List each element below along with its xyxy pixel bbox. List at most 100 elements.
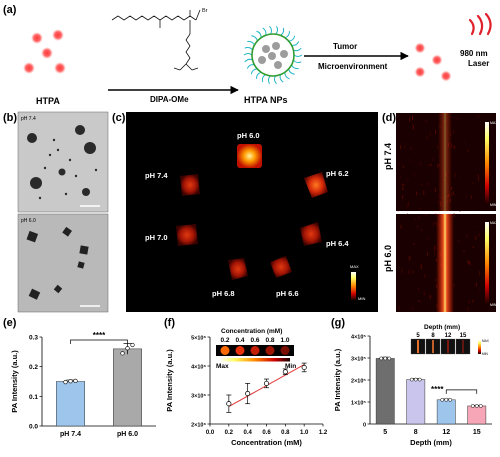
data-point <box>379 356 384 361</box>
depth-noise-speck <box>400 145 401 149</box>
depth-noise-speck <box>421 229 423 231</box>
depth-noise-speck <box>408 201 410 207</box>
depth-noise-speck <box>406 203 408 208</box>
x-tick-label: 0.6 <box>262 430 271 436</box>
depth-noise-speck <box>418 287 419 291</box>
micelle-ligand <box>244 46 253 51</box>
depth-top-ph: pH 7.4 <box>383 143 393 170</box>
inset-f-well <box>265 346 275 355</box>
significance-stars: **** <box>93 331 106 340</box>
polymer-caption: DIPA-OMe <box>150 95 189 104</box>
inset-f-value: 1.0 <box>280 337 289 344</box>
depth-noise-speck <box>453 212 455 217</box>
micelle-ligand <box>288 35 296 42</box>
sample-ph-6-8 <box>228 258 248 280</box>
depth-noise-speck <box>434 188 436 192</box>
tem-particles-top <box>27 125 98 200</box>
depth-noise-speck <box>436 145 438 149</box>
panel-g: (g) Depth (mm) 5 8 12 15 MAX MIN 0 1×10⁵ 2×10… <box>331 317 492 447</box>
depth-noise-speck <box>417 225 418 229</box>
htpa-dots <box>23 29 66 74</box>
inset-g-colorbar <box>478 340 481 354</box>
depth-noise-speck <box>404 143 406 145</box>
depth-noise-speck <box>425 120 427 122</box>
depth-noise-speck <box>458 177 460 179</box>
depth-noise-speck <box>435 222 437 224</box>
depth-noise-speck <box>430 163 432 166</box>
depth-noise-speck <box>453 129 455 133</box>
depth-noise-speck <box>437 164 439 169</box>
pa-label-ph-6-6: pH 6.6 <box>276 289 299 298</box>
depth-noise-speck <box>423 190 425 195</box>
x-tick-label: 5 <box>383 429 387 436</box>
depth-noise-speck <box>408 257 410 262</box>
tem-image-top <box>17 111 109 213</box>
depth-noise-speck <box>419 207 421 209</box>
depth-noise-speck <box>402 195 403 200</box>
y-tick-label: 5×10⁶ <box>191 336 206 342</box>
nanoparticle-core <box>274 61 282 69</box>
depth-cb-bottom-min: MIN <box>490 303 497 307</box>
x-tick-label: 0.0 <box>206 430 215 436</box>
y-tick-label: 0.2 <box>29 364 38 371</box>
inset-g-value: 8 <box>431 333 435 339</box>
depth-noise-speck <box>399 162 401 165</box>
panel-e-label: (e) <box>3 317 17 329</box>
depth-noise-speck <box>424 274 426 278</box>
x-tick-label: 0.8 <box>281 430 290 436</box>
inset-g-frame <box>455 338 471 355</box>
micelle-ligand <box>280 27 285 36</box>
data-point <box>383 356 388 361</box>
arrow-top-caption: Tumor <box>333 42 357 51</box>
panel-c: (c) pH 6.0 pH 6.2 pH 6.4 pH 6.6 pH 6.8 p… <box>112 112 378 312</box>
polymer-br-label: Br <box>202 8 208 14</box>
depth-noise-speck <box>434 245 436 251</box>
depth-noise-speck <box>420 301 422 303</box>
polymer-structure <box>111 9 201 71</box>
depth-noise-speck <box>425 214 427 216</box>
depth-noise-speck <box>454 145 456 149</box>
inset-f-well <box>250 346 260 355</box>
laser-line2: Laser <box>468 59 489 68</box>
x-axis-label: Concentration (mM) <box>231 438 302 447</box>
data-point <box>125 346 130 351</box>
depth-noise-speck <box>428 163 430 166</box>
bar-pH-7-4 <box>56 381 85 427</box>
sample-ph-7-4 <box>180 174 200 196</box>
y-tick-label: 3×10⁵ <box>351 357 366 363</box>
micelle-ligand <box>243 53 253 56</box>
depth-noise-speck <box>465 195 467 197</box>
inset-f-value: 0.8 <box>265 337 274 344</box>
depth-noise-speck <box>435 213 437 215</box>
inset-f-value: 0.4 <box>235 337 244 344</box>
laser-line1: 980 nm <box>460 49 488 58</box>
inset-f-colorbar <box>220 358 290 362</box>
inset-g-signal <box>417 340 419 353</box>
micelle-ligand <box>247 40 255 46</box>
depth-noise-speck <box>402 183 404 186</box>
micelle-ligand <box>246 64 255 69</box>
pa-colorbar-max: MAX <box>350 264 359 269</box>
depth-noise-speck <box>412 115 413 120</box>
depth-noise-speck <box>477 115 479 118</box>
significance-bracket <box>445 389 478 394</box>
data-point <box>226 401 232 407</box>
depth-noise-speck <box>420 264 422 269</box>
depth-noise-speck <box>418 300 420 302</box>
tem-image-bottom <box>17 213 109 313</box>
depth-noise-speck <box>412 270 414 274</box>
x-tick-label: 1.0 <box>300 430 309 436</box>
pa-label-ph-6-8: pH 6.8 <box>212 289 235 298</box>
data-point <box>448 397 453 402</box>
htpa-nps-caption: HTPA NPs <box>244 95 288 105</box>
micelle-ligand <box>284 72 290 80</box>
inset-g-max: MAX <box>482 339 490 343</box>
depth-noise-speck <box>409 117 411 122</box>
data-point <box>409 377 414 382</box>
nanoparticle-core <box>268 52 276 60</box>
depth-noise-speck <box>398 305 400 310</box>
depth-noise-speck <box>432 158 433 162</box>
sample-ph-7-0 <box>176 224 198 246</box>
panel-c-label: (c) <box>112 112 126 124</box>
